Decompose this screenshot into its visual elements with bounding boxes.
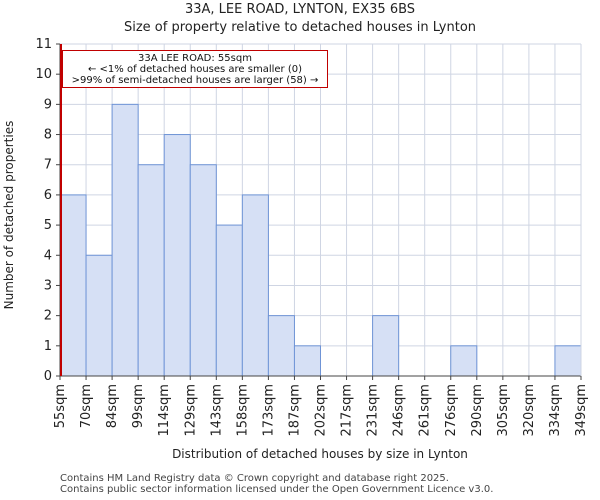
bar <box>111 103 139 377</box>
x-tick-label: 246sqm <box>392 384 407 437</box>
x-tick-label: 99sqm <box>131 384 146 428</box>
bar <box>267 315 295 377</box>
x-tick-label: 84sqm <box>105 384 120 428</box>
bar <box>189 164 217 377</box>
y-tick-label: 6 <box>44 188 52 203</box>
x-tick-label: 349sqm <box>574 384 589 437</box>
y-axis-label: Number of detached properties <box>2 121 16 310</box>
x-tick-label: 114sqm <box>157 384 172 437</box>
x-tick-label: 55sqm <box>53 384 68 428</box>
x-tick-label: 158sqm <box>235 384 250 437</box>
x-tick-label: 202sqm <box>314 384 329 437</box>
y-tick-label: 0 <box>44 369 52 384</box>
y-tick-label: 9 <box>44 97 52 112</box>
x-tick-label: 217sqm <box>340 384 355 437</box>
y-tick-label: 10 <box>35 67 52 82</box>
bar <box>163 134 191 377</box>
y-tick-label: 8 <box>44 128 52 143</box>
x-tick-label: 173sqm <box>261 384 276 437</box>
annotation-line-3: >99% of semi-detached houses are larger … <box>71 75 319 86</box>
y-tick-label: 4 <box>44 248 52 263</box>
bar <box>293 345 322 377</box>
bar <box>554 345 582 377</box>
x-tick-label: 187sqm <box>287 384 302 437</box>
annotation-line-1: 33A LEE ROAD: 55sqm <box>138 53 252 64</box>
x-tick-label: 143sqm <box>209 384 224 437</box>
bar <box>137 164 165 377</box>
bar <box>85 254 113 377</box>
x-tick-label: 129sqm <box>183 384 198 437</box>
x-tick-label: 334sqm <box>548 384 563 437</box>
chart-title: 33A, LEE ROAD, LYNTON, EX35 6BS <box>184 2 416 17</box>
x-tick-label: 70sqm <box>79 384 94 428</box>
x-tick-label: 320sqm <box>522 384 537 437</box>
chart-subtitle: Size of property relative to detached ho… <box>123 20 477 35</box>
y-tick-label: 5 <box>44 218 52 233</box>
y-tick-label: 11 <box>35 37 52 52</box>
footer-line-2: Contains public sector information licen… <box>60 484 494 495</box>
bar <box>450 345 478 377</box>
x-tick-label: 290sqm <box>470 384 485 437</box>
annotation-box: 33A LEE ROAD: 55sqm ← <1% of detached ho… <box>62 50 328 88</box>
x-axis-label: Distribution of detached houses by size … <box>172 447 468 461</box>
annotation-line-2: ← <1% of detached houses are smaller (0) <box>88 64 302 75</box>
y-tick-label: 7 <box>44 158 52 173</box>
bar <box>241 194 269 377</box>
bar <box>372 315 400 377</box>
x-tick-label: 305sqm <box>496 384 511 437</box>
footer-line-1: Contains HM Land Registry data © Crown c… <box>60 473 449 484</box>
y-tick-label: 3 <box>44 278 52 293</box>
y-tick-label: 2 <box>44 309 52 324</box>
y-tick-label: 1 <box>44 339 52 354</box>
bar <box>59 194 87 377</box>
x-tick-label: 231sqm <box>366 384 381 437</box>
x-tick-label: 276sqm <box>444 384 459 437</box>
bar <box>215 224 243 377</box>
x-tick-label: 261sqm <box>418 384 433 437</box>
